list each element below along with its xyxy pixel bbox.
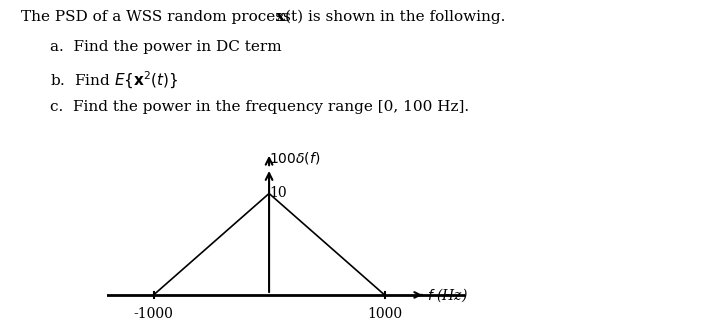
Text: a.  Find the power in DC term: a. Find the power in DC term [50, 40, 281, 54]
Text: 10: 10 [269, 187, 287, 201]
Text: The PSD of a WSS random process: The PSD of a WSS random process [21, 10, 296, 24]
Text: c.  Find the power in the frequency range [0, 100 Hz].: c. Find the power in the frequency range… [50, 100, 469, 114]
Text: -1000: -1000 [134, 307, 173, 321]
Text: x: x [276, 10, 285, 24]
Text: (t) is shown in the following.: (t) is shown in the following. [285, 10, 505, 24]
Text: $f$ (Hz): $f$ (Hz) [427, 286, 468, 304]
Text: $100\delta(f)$: $100\delta(f)$ [269, 150, 321, 166]
Text: 1000: 1000 [367, 307, 402, 321]
Text: b.  Find $E\{\mathbf{x}^2(t)\}$: b. Find $E\{\mathbf{x}^2(t)\}$ [50, 70, 178, 91]
